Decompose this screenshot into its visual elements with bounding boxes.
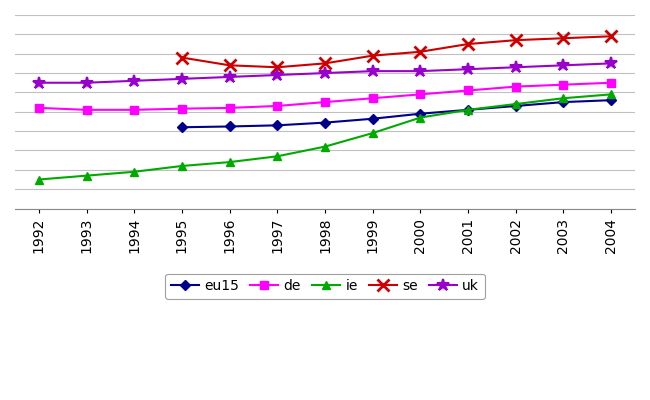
ie	[417, 115, 424, 120]
Line: uk: uk	[32, 57, 617, 89]
uk	[274, 72, 281, 77]
uk	[607, 61, 615, 66]
ie	[83, 173, 90, 178]
eu15	[178, 125, 186, 130]
de	[226, 106, 233, 110]
de	[274, 104, 281, 108]
ie	[560, 96, 567, 101]
eu15	[512, 104, 519, 108]
de	[417, 92, 424, 97]
se	[417, 49, 424, 54]
ie	[464, 108, 472, 112]
ie	[178, 164, 186, 168]
ie	[131, 169, 138, 174]
uk	[417, 69, 424, 74]
uk	[321, 71, 329, 76]
uk	[35, 80, 43, 85]
de	[560, 82, 567, 87]
uk	[464, 67, 472, 72]
de	[35, 106, 43, 110]
de	[607, 80, 615, 85]
se	[369, 53, 376, 58]
de	[83, 108, 90, 112]
ie	[321, 144, 329, 149]
de	[512, 84, 519, 89]
ie	[369, 131, 376, 136]
uk	[512, 65, 519, 70]
eu15	[321, 120, 329, 125]
de	[369, 96, 376, 101]
eu15	[417, 111, 424, 116]
se	[178, 55, 186, 60]
uk	[178, 76, 186, 81]
Line: ie: ie	[34, 90, 616, 184]
eu15	[226, 124, 233, 129]
ie	[512, 102, 519, 106]
Line: eu15: eu15	[179, 97, 615, 131]
ie	[274, 154, 281, 159]
eu15	[560, 100, 567, 104]
se	[464, 42, 472, 46]
eu15	[274, 123, 281, 128]
se	[512, 38, 519, 42]
uk	[560, 63, 567, 68]
se	[607, 34, 615, 39]
eu15	[607, 98, 615, 102]
Line: de: de	[34, 78, 616, 114]
uk	[369, 69, 376, 74]
de	[464, 88, 472, 93]
se	[321, 61, 329, 66]
uk	[83, 80, 90, 85]
uk	[131, 78, 138, 83]
uk	[226, 74, 233, 79]
de	[178, 106, 186, 111]
Legend: eu15, de, ie, se, uk: eu15, de, ie, se, uk	[165, 274, 485, 299]
ie	[226, 160, 233, 164]
eu15	[464, 108, 472, 112]
ie	[607, 92, 615, 97]
se	[226, 63, 233, 68]
eu15	[369, 116, 376, 121]
se	[560, 36, 567, 41]
de	[321, 100, 329, 104]
se	[274, 65, 281, 70]
ie	[35, 177, 43, 182]
de	[131, 108, 138, 112]
Line: se: se	[176, 31, 617, 73]
